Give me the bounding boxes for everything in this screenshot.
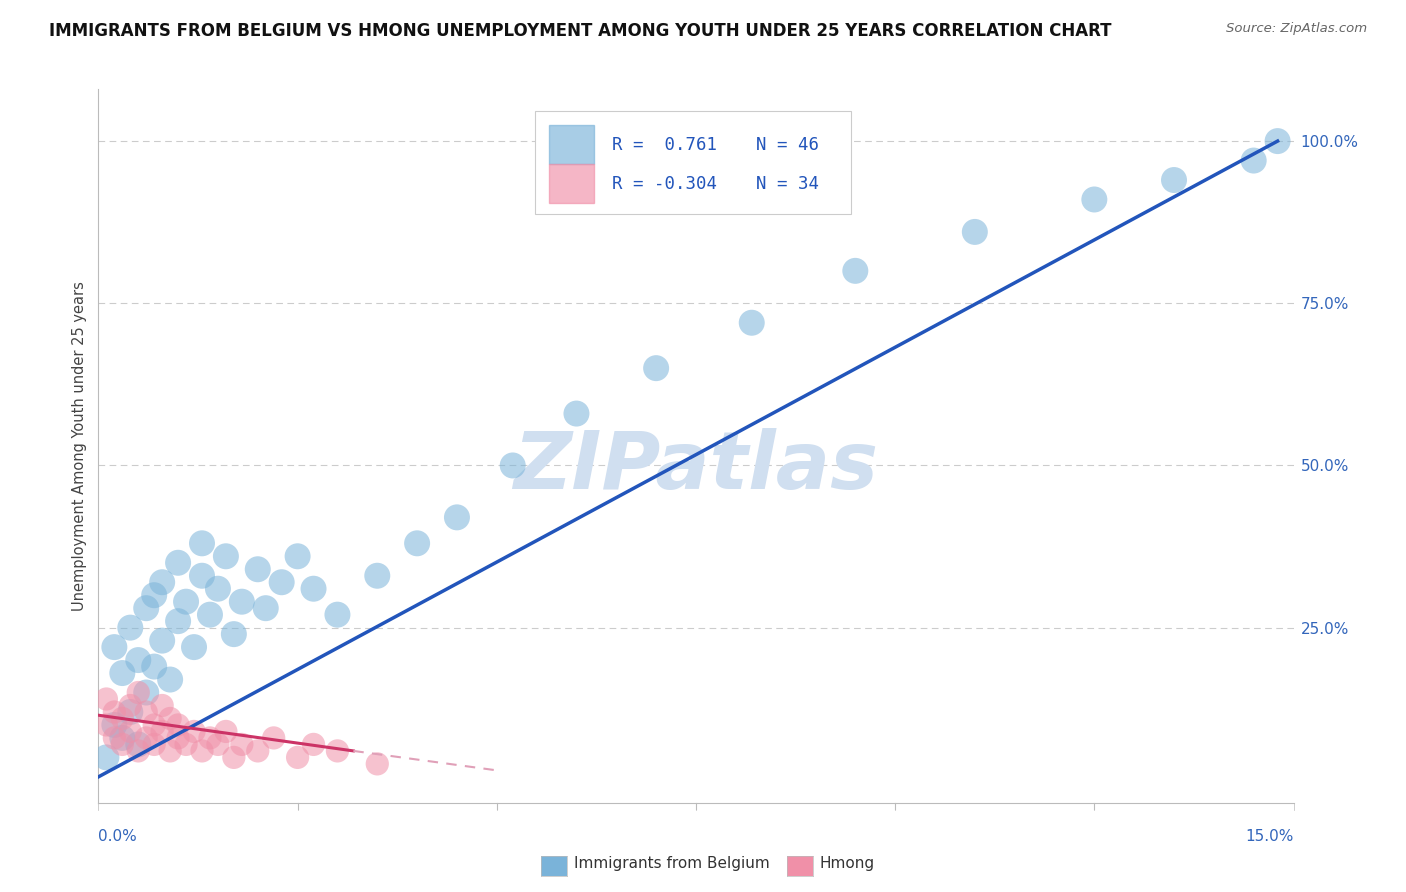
Point xyxy=(246,744,269,758)
Point xyxy=(174,738,197,752)
Point xyxy=(270,575,292,590)
Point xyxy=(263,731,285,745)
Point xyxy=(111,731,134,745)
Point xyxy=(231,738,253,752)
Point xyxy=(143,718,166,732)
Point xyxy=(844,264,866,278)
Point xyxy=(191,744,214,758)
Point xyxy=(159,744,181,758)
Bar xyxy=(548,125,595,164)
Point xyxy=(103,718,125,732)
Point xyxy=(326,607,349,622)
Point xyxy=(963,225,986,239)
Point xyxy=(127,685,149,699)
Point xyxy=(159,711,181,725)
Point xyxy=(135,705,157,719)
Point xyxy=(167,614,190,628)
Point xyxy=(167,556,190,570)
Point xyxy=(111,738,134,752)
Point xyxy=(120,698,142,713)
Text: IMMIGRANTS FROM BELGIUM VS HMONG UNEMPLOYMENT AMONG YOUTH UNDER 25 YEARS CORRELA: IMMIGRANTS FROM BELGIUM VS HMONG UNEMPLO… xyxy=(49,22,1112,40)
Point xyxy=(1243,153,1265,168)
Point xyxy=(741,316,763,330)
Point xyxy=(406,536,429,550)
FancyBboxPatch shape xyxy=(534,111,852,214)
Point xyxy=(215,549,238,564)
Point xyxy=(366,756,388,771)
Point xyxy=(215,724,238,739)
Point xyxy=(143,588,166,602)
Point xyxy=(191,568,214,582)
Point xyxy=(127,738,149,752)
Point xyxy=(143,659,166,673)
Point xyxy=(287,549,309,564)
Point xyxy=(207,582,229,596)
Point xyxy=(366,568,388,582)
Text: N = 46: N = 46 xyxy=(756,136,818,153)
Point xyxy=(287,750,309,764)
Point xyxy=(446,510,468,524)
Text: Source: ZipAtlas.com: Source: ZipAtlas.com xyxy=(1226,22,1367,36)
Point xyxy=(96,718,118,732)
Point xyxy=(198,731,221,745)
Point xyxy=(96,750,118,764)
Point xyxy=(183,640,205,654)
Point xyxy=(246,562,269,576)
Point xyxy=(183,724,205,739)
Point xyxy=(565,407,588,421)
Point xyxy=(135,685,157,699)
Point xyxy=(120,705,142,719)
Bar xyxy=(548,164,595,203)
Point xyxy=(326,744,349,758)
Point xyxy=(207,738,229,752)
Point xyxy=(167,718,190,732)
Text: R = -0.304: R = -0.304 xyxy=(613,175,717,193)
Point xyxy=(222,627,245,641)
Point xyxy=(191,536,214,550)
Point xyxy=(120,621,142,635)
Point xyxy=(135,601,157,615)
Point xyxy=(222,750,245,764)
Point xyxy=(103,731,125,745)
Text: ZIPatlas: ZIPatlas xyxy=(513,428,879,507)
Point xyxy=(111,711,134,725)
Text: R =  0.761: R = 0.761 xyxy=(613,136,717,153)
Point xyxy=(150,698,173,713)
Point xyxy=(135,731,157,745)
Point xyxy=(150,575,173,590)
Point xyxy=(143,738,166,752)
Point xyxy=(127,744,149,758)
Point xyxy=(302,738,325,752)
Point xyxy=(502,458,524,473)
Point xyxy=(1267,134,1289,148)
Point xyxy=(254,601,277,615)
Point xyxy=(159,673,181,687)
Text: 0.0%: 0.0% xyxy=(98,829,138,844)
Point xyxy=(150,724,173,739)
Point xyxy=(111,666,134,681)
Point xyxy=(103,640,125,654)
Y-axis label: Unemployment Among Youth under 25 years: Unemployment Among Youth under 25 years xyxy=(72,281,87,611)
Text: Immigrants from Belgium: Immigrants from Belgium xyxy=(574,856,769,871)
Text: N = 34: N = 34 xyxy=(756,175,818,193)
Point xyxy=(231,595,253,609)
Point xyxy=(198,607,221,622)
Text: Hmong: Hmong xyxy=(820,856,875,871)
Text: 15.0%: 15.0% xyxy=(1246,829,1294,844)
Point xyxy=(167,731,190,745)
Point xyxy=(103,705,125,719)
Point xyxy=(1163,173,1185,187)
Point xyxy=(150,633,173,648)
Point xyxy=(127,653,149,667)
Point xyxy=(1083,193,1105,207)
Point xyxy=(96,692,118,706)
Point xyxy=(174,595,197,609)
Point xyxy=(120,724,142,739)
Point xyxy=(645,361,668,376)
Point xyxy=(302,582,325,596)
